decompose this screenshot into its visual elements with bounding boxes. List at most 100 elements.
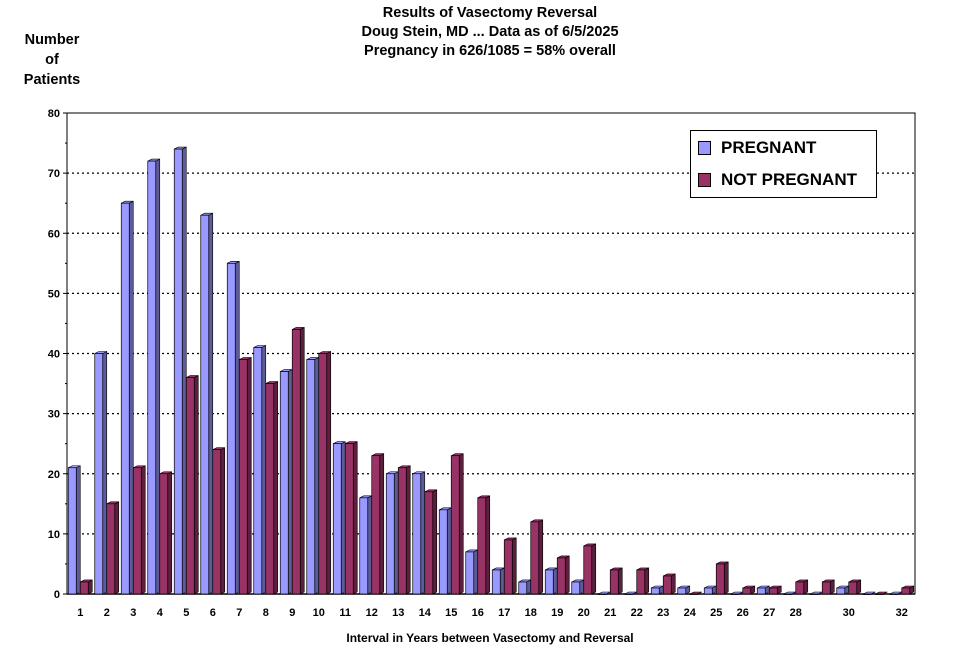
- bar-front: [94, 353, 104, 595]
- bar-side: [526, 579, 532, 595]
- bar-side: [591, 543, 597, 595]
- x-axis-label: Interval in Years between Vasectomy and …: [346, 631, 634, 645]
- bar-side: [829, 579, 835, 595]
- y-tick-label-30: 30: [48, 409, 60, 421]
- bar-side: [393, 471, 399, 595]
- bar-pregnant-6: [200, 212, 214, 595]
- legend: PREGNANT NOT PREGNANT: [690, 130, 877, 198]
- bar-not-pregnant-23: [662, 573, 676, 595]
- bar-side: [352, 441, 358, 595]
- bar-front: [238, 359, 248, 595]
- bar-front: [703, 587, 713, 595]
- bar-front: [385, 473, 395, 595]
- x-tick-label-7: 7: [236, 607, 242, 619]
- bar-front: [650, 587, 660, 595]
- bar-front: [438, 509, 448, 595]
- x-tick-label-15: 15: [445, 607, 457, 619]
- bar-front: [279, 371, 289, 595]
- bar-front: [821, 581, 831, 595]
- bar-side: [564, 555, 570, 595]
- legend-swatch-not-pregnant: [698, 173, 711, 187]
- x-tick-label-28: 28: [790, 607, 802, 619]
- bar-front: [226, 262, 236, 595]
- bar-pregnant-16: [465, 549, 479, 595]
- bar-pregnant-25: [703, 585, 717, 595]
- bar-pregnant-11: [332, 441, 346, 595]
- bar-pregnant-23: [650, 585, 664, 595]
- bar-side: [75, 465, 81, 595]
- bar-pregnant-13: [385, 471, 399, 595]
- bar-side: [856, 579, 862, 595]
- y-axis-label: Number of Patients: [10, 30, 94, 90]
- bar-side: [314, 357, 320, 595]
- bar-pregnant-4: [147, 158, 161, 595]
- bar-not-pregnant-16: [477, 495, 491, 595]
- legend-label-not-pregnant: NOT PREGNANT: [721, 170, 857, 189]
- x-tick-label-8: 8: [263, 607, 269, 619]
- bar-side: [140, 465, 146, 595]
- bar-side: [446, 507, 452, 595]
- legend-item-not-pregnant: NOT PREGNANT: [698, 170, 857, 190]
- x-tick-label-5: 5: [183, 607, 189, 619]
- bar-not-pregnant-11: [344, 441, 358, 595]
- x-tick-label-20: 20: [578, 607, 590, 619]
- bar-side: [405, 465, 411, 595]
- bar-side: [208, 212, 214, 595]
- bar-pregnant-8: [253, 345, 267, 595]
- bar-front: [450, 455, 460, 595]
- bar-front: [809, 593, 819, 595]
- y-tick-label-40: 40: [48, 349, 60, 361]
- bar-front: [518, 581, 528, 595]
- bar-front: [662, 575, 672, 595]
- bar-not-pregnant-4: [159, 471, 173, 595]
- bar-not-pregnant-3: [132, 465, 146, 595]
- y-tick-label-70: 70: [48, 168, 60, 180]
- chart-subtitle-1: Doug Stein, MD ... Data as of 6/5/2025: [361, 24, 619, 40]
- x-tick-label-1: 1: [77, 607, 83, 619]
- bar-front: [544, 569, 554, 595]
- bar-not-pregnant-21: [609, 567, 623, 595]
- bar-front: [836, 587, 846, 595]
- bar-pregnant-5: [173, 146, 187, 595]
- x-tick-label-14: 14: [419, 607, 432, 619]
- x-tick-label-25: 25: [710, 607, 722, 619]
- y-tick-label-80: 80: [48, 108, 60, 120]
- x-tick-label-22: 22: [631, 607, 643, 619]
- x-tick-label-21: 21: [604, 607, 616, 619]
- bar-side: [246, 357, 252, 595]
- bar-front: [530, 521, 540, 595]
- bar-not-pregnant-24: [689, 591, 702, 595]
- bar-not-pregnant-31: [874, 591, 888, 595]
- bar-pregnant-15: [438, 507, 452, 595]
- bar-front: [212, 449, 222, 595]
- bar-not-pregnant-22: [636, 567, 650, 595]
- bar-not-pregnant-1: [79, 579, 93, 595]
- bar-pregnant-2: [94, 351, 108, 595]
- bar-front: [344, 443, 354, 595]
- y-axis-label-line-3: Patients: [23, 72, 81, 88]
- bar-pregnant-30: [836, 585, 850, 595]
- bar-side: [670, 573, 676, 595]
- bar-pregnant-27: [756, 585, 770, 595]
- bar-side: [128, 200, 134, 595]
- x-tick-label-27: 27: [763, 607, 775, 619]
- bar-side: [287, 369, 293, 595]
- bar-front: [106, 503, 116, 595]
- bar-front: [132, 467, 142, 595]
- y-tick-label-60: 60: [48, 228, 60, 240]
- legend-label-pregnant: PREGNANT: [721, 138, 817, 157]
- chart-subtitle-2: Pregnancy in 626/1085 = 58% overall: [364, 43, 616, 59]
- x-tick-label-17: 17: [498, 607, 510, 619]
- bar-front: [371, 455, 381, 595]
- bar-side: [803, 579, 809, 595]
- bar-front: [624, 593, 634, 595]
- bar-front: [889, 593, 899, 595]
- bar-front: [147, 160, 157, 595]
- bar-not-pregnant-17: [503, 537, 517, 595]
- bar-front: [291, 329, 301, 595]
- bar-side: [485, 495, 491, 595]
- bar-front: [120, 202, 130, 595]
- bar-not-pregnant-9: [291, 326, 305, 595]
- bar-front: [159, 473, 169, 595]
